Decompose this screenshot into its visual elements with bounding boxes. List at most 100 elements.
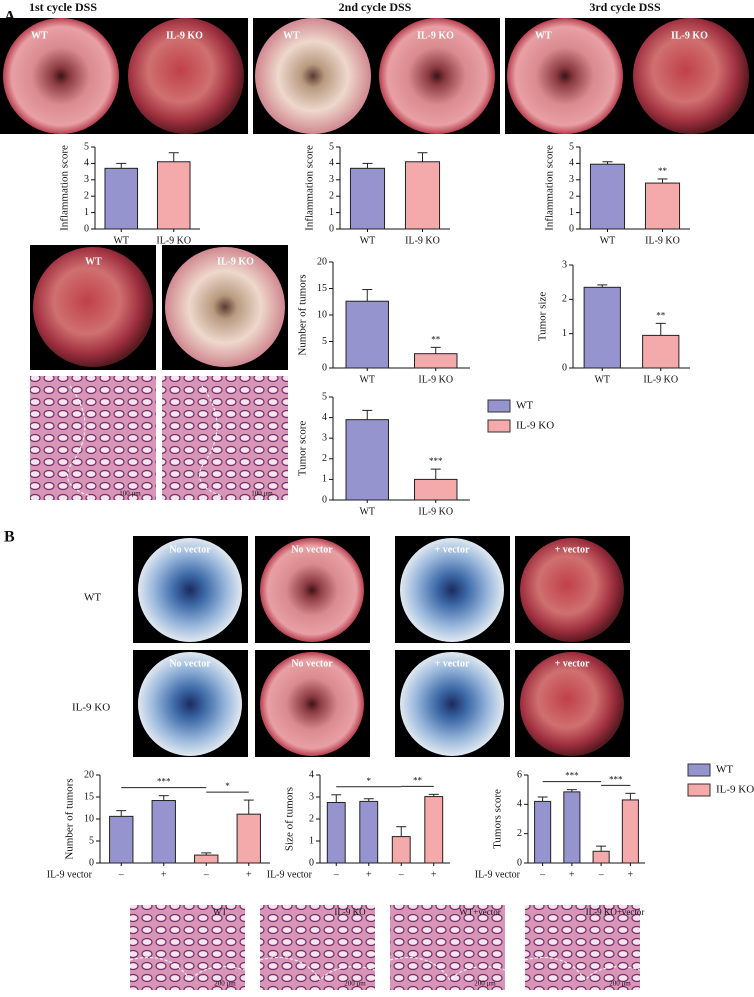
bar (156, 161, 191, 230)
legend-swatch (687, 763, 711, 777)
image-label: WT (283, 30, 300, 41)
histology-outline (67, 385, 91, 497)
bar (391, 836, 411, 864)
y-tick-label: 4 (517, 799, 522, 810)
significance: *** (429, 456, 443, 466)
y-tick-label: 1 (569, 207, 574, 218)
row-label: WT (84, 592, 101, 604)
x-tick-label: – (203, 869, 210, 880)
significance: *** (565, 771, 579, 781)
y-tick-label: 2 (309, 813, 314, 824)
y-tick-label: 5 (89, 835, 94, 846)
x-tick-label: WT (600, 235, 616, 246)
bar (359, 800, 379, 864)
significance: *** (609, 774, 623, 784)
histology-outline (199, 385, 223, 497)
image-label: IL-9 KO+vector (586, 907, 645, 917)
y-tick-label: 3 (322, 432, 327, 443)
y-axis-label: Tumor score (297, 421, 309, 477)
y-tick-label: 0 (517, 857, 522, 868)
y-axis-label: Number of tumors (64, 778, 76, 859)
y-tick-label: 1 (329, 207, 334, 218)
y-tick-label: 5 (569, 141, 574, 152)
endoscopy-image (33, 247, 153, 367)
x-tick-label: IL-9 KO (418, 506, 453, 517)
y-tick-label: 3 (569, 174, 574, 185)
legend-swatch (487, 419, 511, 433)
panel-label: B (4, 529, 15, 546)
endoscopy-image (138, 652, 242, 756)
endoscopy-image (128, 18, 244, 134)
y-tick-label: 20 (317, 256, 327, 267)
x-tick-label: + (431, 869, 437, 880)
significance: ** (431, 334, 441, 344)
endoscopy-image (138, 538, 242, 642)
x-tick-label: + (569, 869, 575, 880)
bar (104, 167, 139, 230)
cycle-title: 1st cycle DSS (29, 0, 97, 14)
bar (563, 791, 581, 864)
legend-label: IL-9 KO (516, 420, 554, 432)
image-label: WT+vector (459, 907, 501, 917)
y-tick-label: 6 (517, 769, 522, 780)
endoscopy-image (255, 18, 371, 134)
bar (151, 800, 176, 864)
significance: ** (658, 166, 668, 176)
y-axis-label: Tumor size (537, 292, 549, 342)
histology-outline (129, 957, 246, 981)
x-tick-label: WT (113, 235, 129, 246)
endoscopy-image (260, 538, 364, 642)
endoscopy-image (379, 18, 495, 134)
y-tick-label: 15 (317, 283, 327, 294)
y-tick-label: 0 (309, 857, 314, 868)
y-tick-label: 2 (562, 294, 567, 305)
bar (414, 353, 458, 369)
x-tick-label: WT (594, 374, 610, 385)
y-tick-label: 1 (309, 835, 314, 846)
endoscopy-image (3, 18, 119, 134)
x-tick-label: – (118, 869, 125, 880)
bar (592, 850, 610, 864)
image-label: No vector (169, 544, 211, 555)
image-label: + vector (555, 658, 590, 669)
image-label: + vector (555, 544, 590, 555)
bar (194, 854, 219, 864)
significance: ** (413, 775, 423, 785)
y-tick-label: 4 (569, 158, 574, 169)
legend-label: IL-9 KO (716, 784, 754, 796)
y-tick-label: 4 (309, 769, 314, 780)
x-tick-label: + (628, 869, 634, 880)
x-tick-label: + (161, 869, 167, 880)
y-tick-label: 15 (84, 791, 94, 802)
image-label: WT (213, 907, 227, 917)
scale-bar: 200 μm (214, 980, 236, 988)
y-tick-label: 0 (569, 223, 574, 234)
endoscopy-image (260, 652, 364, 756)
histology-image (260, 905, 375, 990)
y-tick-label: 3 (84, 174, 89, 185)
significance: *** (157, 777, 171, 787)
x-tick-label: IL-9 KO (405, 235, 440, 246)
image-label: No vector (291, 658, 333, 669)
x-tick-label: IL-9 KO (645, 235, 680, 246)
x-axis-label: IL-9 vector (47, 869, 93, 880)
y-tick-label: 20 (84, 769, 94, 780)
y-tick-label: 2 (569, 190, 574, 201)
scale-bar: 200 μm (344, 980, 366, 988)
y-tick-label: 5 (322, 336, 327, 347)
significance: ** (656, 310, 666, 320)
endoscopy-image (633, 18, 749, 134)
y-tick-label: 1 (562, 328, 567, 339)
endoscopy-image (507, 18, 623, 134)
legend-label: WT (516, 400, 533, 412)
x-tick-label: WT (359, 506, 375, 517)
bar (326, 802, 346, 864)
bar (236, 813, 261, 864)
legend-label: WT (716, 764, 733, 776)
endoscopy-image (165, 247, 285, 367)
y-axis-label: Inflammation score (304, 145, 316, 231)
y-axis-label: Inflammation score (544, 145, 556, 231)
y-tick-label: 3 (329, 174, 334, 185)
y-tick-label: 0 (329, 223, 334, 234)
